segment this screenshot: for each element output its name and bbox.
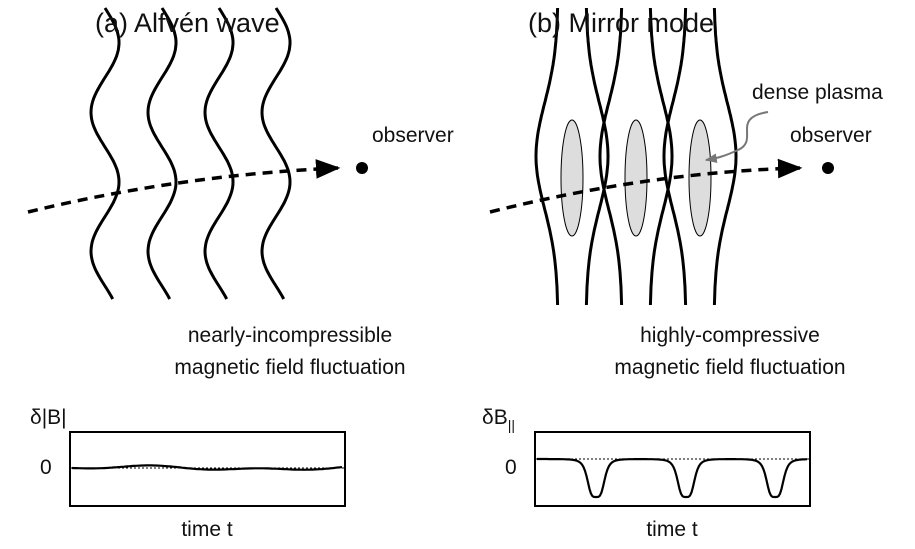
field-line: [536, 8, 558, 305]
observer-path: [28, 168, 338, 212]
panel-title: (b) Mirror mode: [528, 8, 714, 38]
field-line: [600, 8, 622, 305]
signal-curve: [537, 459, 807, 497]
field-line: [91, 8, 119, 299]
alfven-field-lines: [91, 8, 290, 299]
plot-frame: [535, 432, 810, 506]
description: highly-compressive: [640, 324, 820, 347]
mirror-field-lines: [536, 8, 736, 305]
zero-label: 0: [505, 456, 517, 479]
x-label: time t: [646, 518, 698, 541]
observer-dot: [356, 162, 368, 174]
dense-plasma: [561, 120, 583, 236]
zero-label: 0: [40, 456, 52, 479]
annotation: dense plasma: [752, 81, 883, 104]
field-line: [664, 8, 686, 305]
y-label-main: δB: [482, 406, 508, 429]
y-label: δB||: [482, 406, 515, 433]
x-label: time t: [181, 518, 233, 541]
panel-title: (a) Alfvén wave: [95, 8, 280, 38]
y-label: δ|B|: [30, 406, 67, 429]
description: magnetic field fluctuation: [614, 356, 845, 379]
field-line: [262, 8, 290, 299]
dense-plasma: [625, 120, 647, 236]
y-label-subscript: ||: [508, 417, 515, 433]
field-line: [148, 8, 176, 299]
dense-plasma: [689, 120, 711, 236]
figure: (a) Alfvén wave observer nearly-incompre…: [0, 0, 915, 549]
description: nearly-incompressible: [188, 324, 392, 347]
field-line: [650, 8, 672, 305]
description: magnetic field fluctuation: [174, 356, 405, 379]
observer-label: observer: [372, 124, 454, 147]
observer-label: observer: [790, 124, 872, 147]
observer-dot: [822, 162, 834, 174]
field-line: [205, 8, 233, 299]
field-line: [586, 8, 608, 305]
